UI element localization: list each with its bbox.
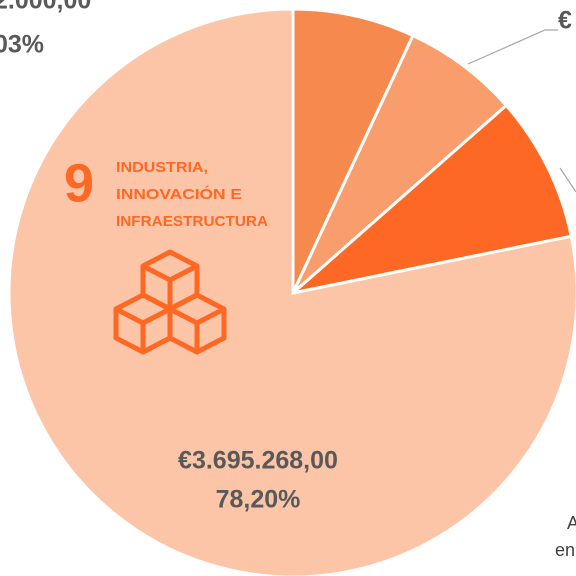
icon-label: INNOVACIÓN E — [116, 185, 242, 203]
annotation: € — [558, 7, 572, 35]
pie-slice — [7, 7, 576, 576]
leader-line — [559, 167, 576, 193]
annotation: A — [567, 513, 576, 533]
annotation: en — [555, 540, 575, 560]
icon-label: INDUSTRIA, — [116, 159, 208, 176]
leader-line — [467, 29, 558, 65]
slice-value-label: 78,20% — [216, 486, 301, 514]
icon-cubes — [113, 249, 227, 355]
annotation: 03% — [0, 31, 44, 59]
slice-amount-label: €3.695.268,00 — [178, 447, 338, 475]
pie-slice — [291, 33, 509, 295]
annotation: 2.000,00 — [0, 0, 91, 15]
pie-slice — [291, 7, 415, 294]
icon-number: 9 — [64, 153, 94, 213]
pie-slice — [287, 103, 574, 296]
pie — [7, 7, 576, 576]
icon-label: INFRAESTRUCTURA — [116, 213, 268, 230]
